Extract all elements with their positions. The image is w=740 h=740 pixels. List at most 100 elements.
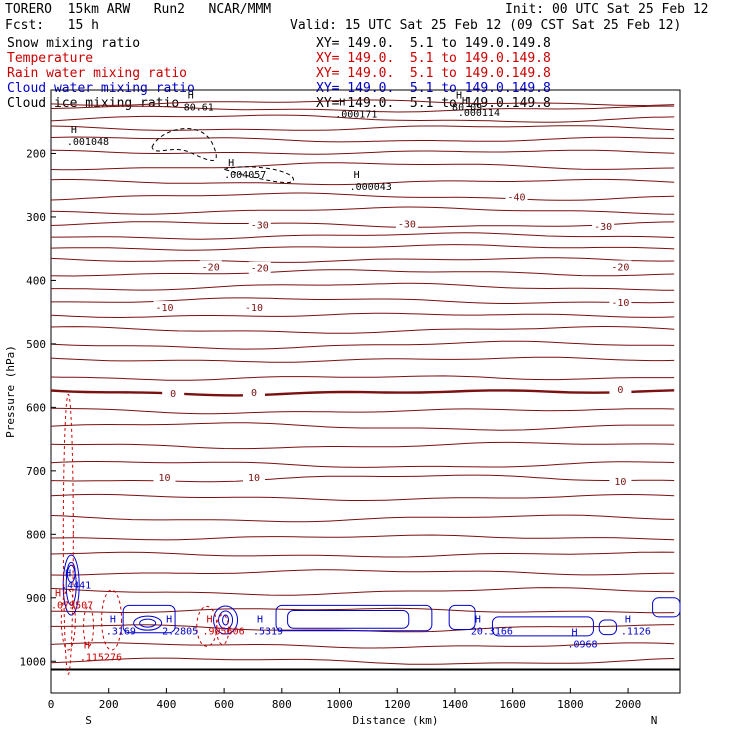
x-tick-label: 0 — [48, 698, 55, 711]
isotherm-line — [50, 587, 675, 596]
cloud-water-contour — [213, 605, 239, 635]
south-end-label: S — [85, 714, 92, 727]
cloud-water-contour — [652, 597, 681, 618]
x-tick-label: 1600 — [499, 698, 526, 711]
isotherm-line — [50, 136, 675, 143]
rain-water-contour — [62, 393, 74, 675]
y-tick-label: 1000 — [20, 655, 47, 668]
y-tick-label: 400 — [26, 274, 46, 287]
legend-temperature-label: Temperature — [7, 51, 94, 66]
maximum-marker: H — [84, 640, 90, 651]
axes: 0 200 400 600 800 1000 1200 1400 1600 1800 2000200… — [4, 147, 657, 727]
init-time: Init: 00 UTC Sat 25 Feb 12 — [505, 2, 709, 17]
isotherm-line — [50, 312, 675, 319]
x-tick-label: 400 — [156, 698, 176, 711]
isotherm-label: 0 — [170, 389, 176, 400]
maximum-value: .004057 — [224, 170, 266, 181]
maximum-marker: H — [625, 614, 631, 625]
isotherm-label: -20 — [251, 264, 269, 275]
isotherm-label-bg — [609, 474, 632, 487]
cloud-water-contour — [275, 604, 433, 632]
cloud-water-contour — [139, 618, 157, 628]
isotherm-line — [50, 114, 675, 123]
isotherm-label: -40 — [508, 193, 526, 204]
isotherm-label-bg — [395, 217, 418, 230]
maximum-marker: H — [65, 569, 71, 580]
isotherm-label-bg — [242, 471, 265, 484]
isotherm-lines — [50, 99, 675, 665]
x-tick-label: 1400 — [442, 698, 469, 711]
isotherm-label-bg — [242, 386, 265, 399]
isotherm-line — [50, 389, 675, 397]
cloud-water-contour — [222, 614, 230, 626]
moisture-contours — [60, 128, 681, 675]
isotherm-line — [50, 407, 675, 415]
isotherm-line — [50, 244, 675, 251]
isotherm-label: -30 — [251, 221, 269, 232]
forecast-hour: Fcst: 15 h — [5, 18, 99, 33]
north-end-label: N — [651, 714, 658, 727]
maximum-value: .115276 — [80, 652, 122, 663]
y-tick-label: 200 — [26, 147, 46, 160]
isotherm-label: 10 — [614, 477, 626, 488]
isotherm-line — [50, 269, 675, 277]
isotherm-line — [50, 422, 675, 431]
x-tick-label: 2000 — [615, 698, 642, 711]
maximum-value: .001048 — [67, 137, 109, 148]
isotherm-line — [50, 514, 675, 523]
rain-water-contour — [60, 589, 76, 651]
isotherm-line — [50, 534, 675, 541]
isotherm-line — [50, 149, 675, 155]
isotherm-label-bg — [199, 260, 222, 273]
isotherm-label: -20 — [202, 262, 220, 273]
rain-water-contour — [216, 614, 230, 646]
isotherm-line — [50, 178, 675, 186]
isotherm-line — [50, 375, 675, 381]
x-tick-label: 600 — [214, 698, 234, 711]
isotherm-label-bg — [153, 471, 176, 484]
maximum-marker: H — [475, 614, 481, 625]
maximum-marker: H — [206, 614, 212, 625]
maximum-marker: H — [228, 158, 234, 169]
cloud-water-contour — [65, 564, 77, 606]
x-tick-label: 800 — [272, 698, 292, 711]
y-tick-label: 900 — [26, 592, 46, 605]
maximum-value: .4441 — [61, 581, 91, 592]
rain-water-contour — [101, 589, 123, 651]
maximum-value: 80.09 — [452, 103, 482, 114]
x-tick-label: 1200 — [384, 698, 411, 711]
cloud-water-contour — [122, 604, 176, 634]
maximum-value: .079507 — [51, 600, 93, 611]
y-tick-label: 700 — [26, 465, 46, 478]
legend-snow-range: XY= 149.0. 5.1 to 149.0.149.8 — [316, 36, 551, 51]
y-tick-label: 800 — [26, 528, 46, 541]
isotherm-line — [51, 607, 675, 614]
isotherm-label-bg — [609, 296, 632, 309]
isotherm-label: -30 — [398, 219, 416, 230]
isotherm-label-bg — [153, 301, 176, 314]
isotherm-line — [51, 282, 675, 291]
isotherm-label: -10 — [245, 303, 263, 314]
y-axis-label: Pressure (hPa) — [4, 345, 17, 438]
isotherm-line — [51, 297, 675, 304]
cloud-water-contour — [66, 561, 76, 583]
isotherm-line — [50, 493, 675, 501]
cloud-water-contour — [287, 609, 410, 629]
legend-rain-range: XY= 149.0. 5.1 to 149.0.149.8 — [316, 66, 551, 81]
maximum-value: .905606 — [202, 626, 244, 637]
isotherm-label: 0 — [251, 388, 257, 399]
isotherm-label-bg — [248, 261, 271, 274]
maximum-value: 2.2805 — [162, 626, 198, 637]
valid-time: Valid: 15 UTC Sat 25 Feb 12 (09 CST Sat … — [290, 18, 682, 33]
maximum-value: .3169 — [106, 626, 136, 637]
maximum-value: .0968 — [567, 640, 597, 651]
x-tick-label: 1800 — [557, 698, 584, 711]
contour-labels: -40 -30 -30 -30 -20 -20 -20 -10 -10 -10 0 0 0 10 10 10 H… — [51, 91, 651, 664]
isotherm-line — [50, 206, 675, 215]
maximum-marker: H — [462, 96, 468, 107]
legend-cloud-water-range: XY= 149.0. 5.1 to 149.0.149.8 — [316, 81, 551, 96]
maximum-value: .5319 — [253, 626, 283, 637]
isotherm-label: 10 — [248, 473, 260, 484]
maximum-value: .000114 — [458, 108, 500, 119]
